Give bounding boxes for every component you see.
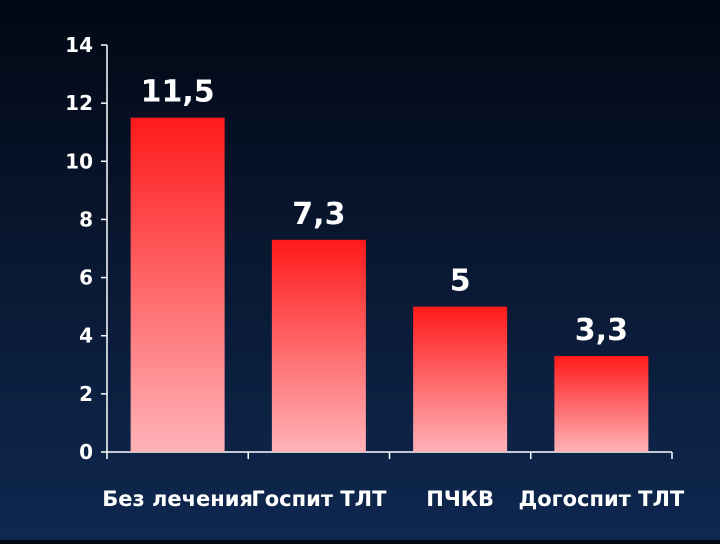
y-tick-label: 12 [65,91,93,115]
data-label: 7,3 [292,197,345,232]
labels: 0 2 4 6 8 10 12 14 11,5 Без лечения 7,3 Госпит ТЛТ 5… [65,33,685,511]
bar [130,117,225,452]
data-label: 3,3 [575,313,628,348]
category-label: Без лечения [102,487,253,511]
bars [130,117,649,452]
category-label: Госпит ТЛТ [251,487,387,511]
y-tick-label: 4 [79,324,93,348]
y-tick-label: 14 [65,33,93,57]
category-label: ПЧКВ [426,487,494,511]
y-tick-label: 6 [79,266,93,290]
bar [413,306,508,452]
category-label: Догоспит ТЛТ [518,487,684,511]
data-label: 11,5 [141,75,215,110]
y-tick-label: 8 [79,207,93,231]
bar [271,239,366,452]
y-tick-label: 10 [65,149,93,173]
bar [554,356,649,452]
y-tick-label: 0 [79,440,93,464]
y-tick-label: 2 [79,382,93,406]
data-label: 5 [450,264,471,299]
